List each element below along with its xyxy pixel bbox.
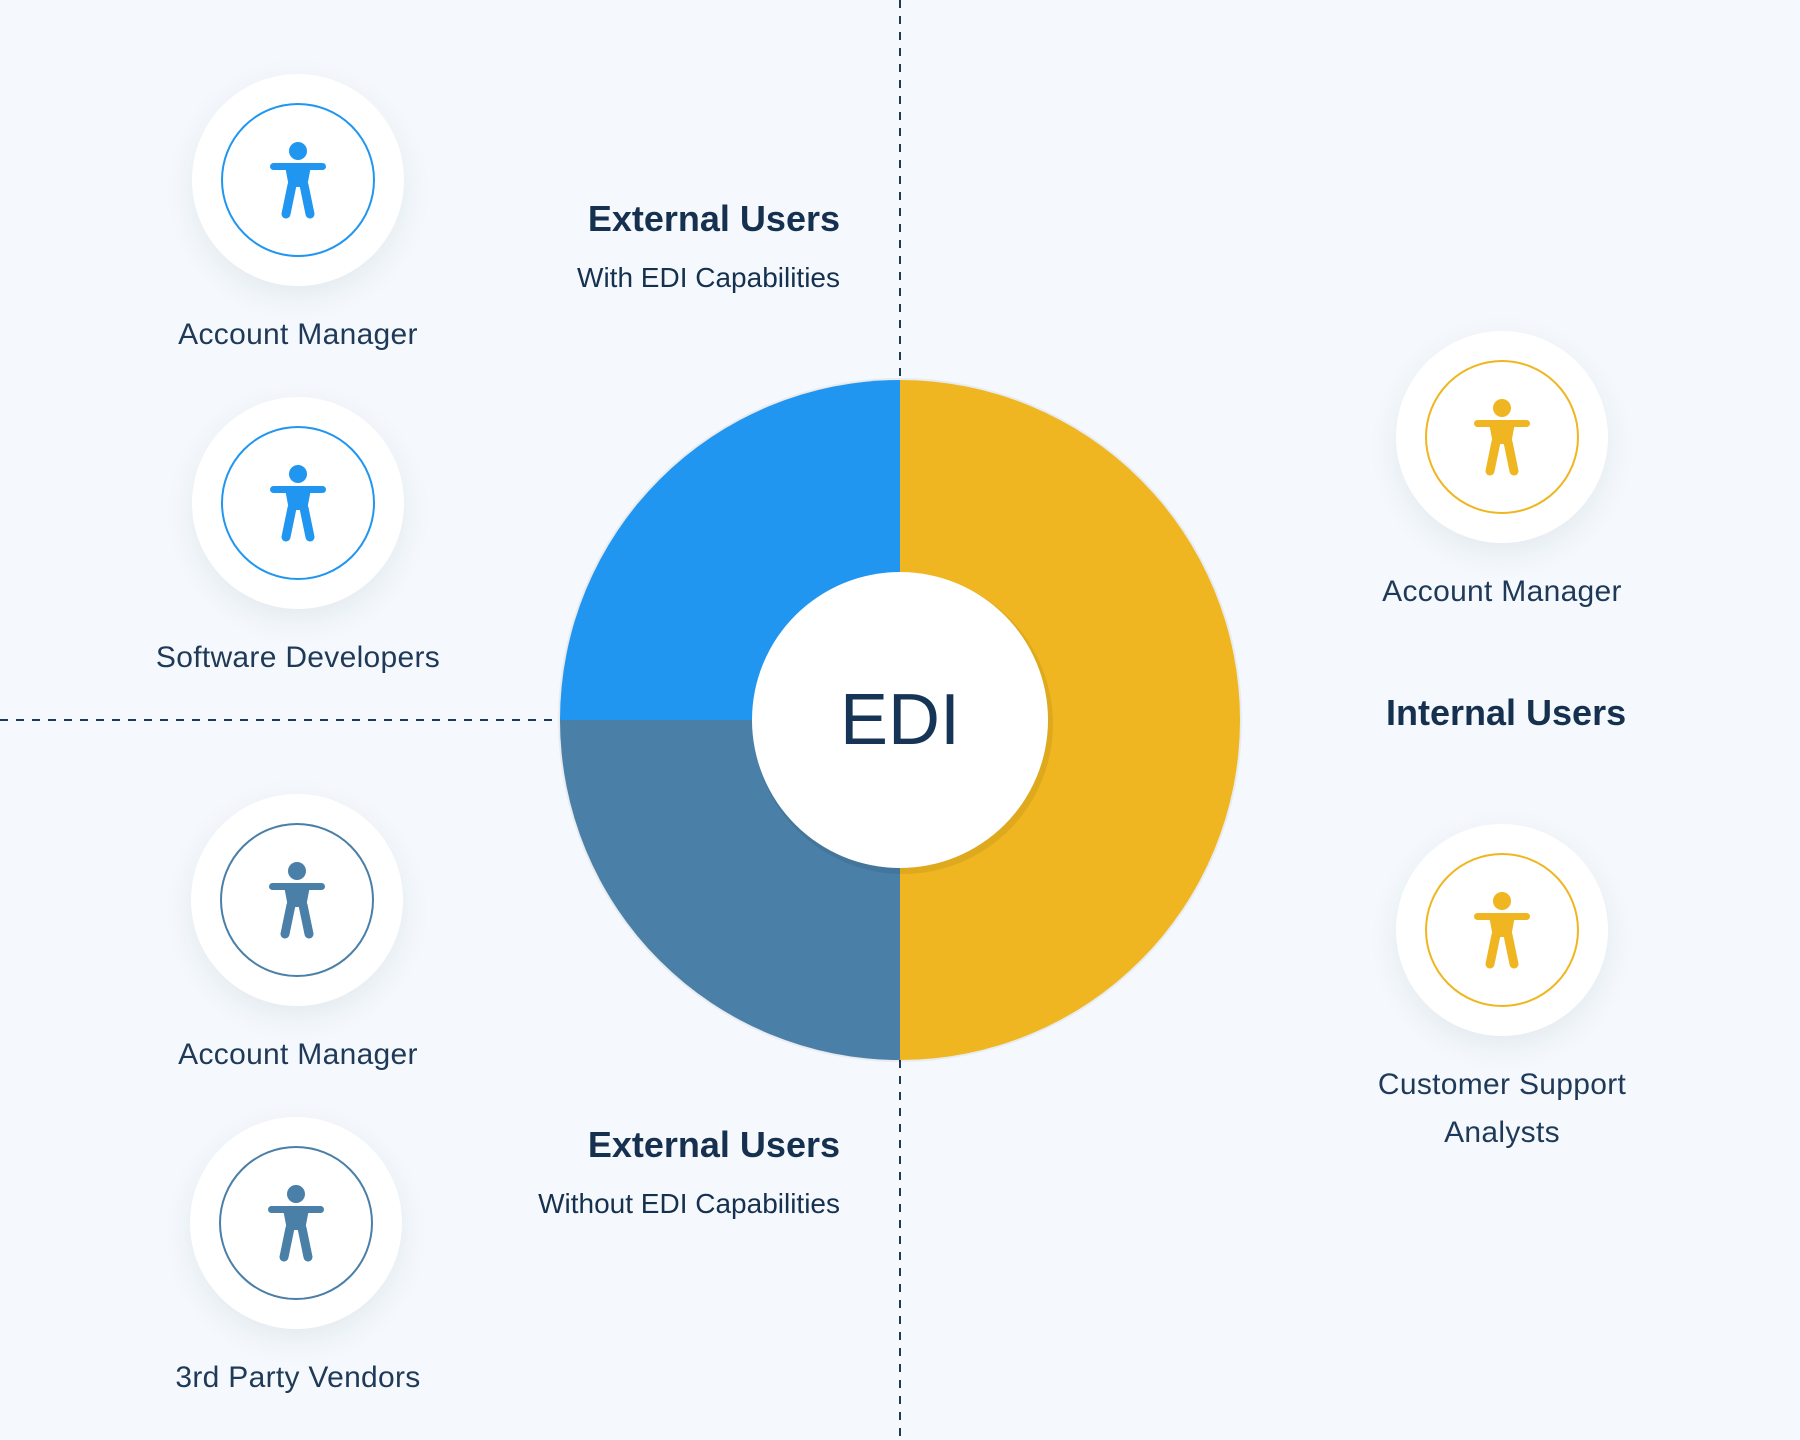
center-label: EDI (839, 680, 961, 760)
external-with-subtitle: With EDI Capabilities (577, 262, 840, 293)
person-card (192, 397, 404, 609)
internal-title: Internal Users (1386, 692, 1627, 733)
member-label: 3rd Party Vendors (175, 1361, 421, 1394)
member-label: Account Manager (1382, 575, 1622, 608)
member-label-line: Customer Support (1377, 1068, 1627, 1101)
person-card (1396, 331, 1608, 543)
person-card (191, 794, 403, 1006)
person-card (1396, 824, 1608, 1036)
person-ring (219, 1146, 373, 1300)
member-label-multiline: Customer Support Analysts (1342, 1061, 1662, 1157)
person-icon (270, 465, 326, 542)
person-icon (270, 142, 326, 219)
member-label: Account Manager (178, 318, 418, 351)
person-card (192, 74, 404, 286)
member-label: Account Manager (178, 1038, 418, 1071)
external-without-title: External Users (587, 1124, 840, 1165)
member-label: Software Developers (155, 641, 441, 674)
center-circle (752, 572, 1048, 868)
segment-internal (900, 380, 1240, 1060)
person-ring (221, 103, 375, 257)
external-without-subtitle: Without EDI Capabilities (538, 1188, 840, 1219)
person-icon (1474, 892, 1530, 969)
person-ring (1425, 360, 1579, 514)
person-card (190, 1117, 402, 1329)
person-icon (268, 1185, 324, 1262)
external-with-title: External Users (587, 198, 840, 239)
person-icon (1474, 399, 1530, 476)
person-ring (220, 823, 374, 977)
person-ring (221, 426, 375, 580)
person-icon (269, 862, 325, 939)
person-ring (1425, 853, 1579, 1007)
member-label-line: Analysts (1444, 1116, 1560, 1149)
